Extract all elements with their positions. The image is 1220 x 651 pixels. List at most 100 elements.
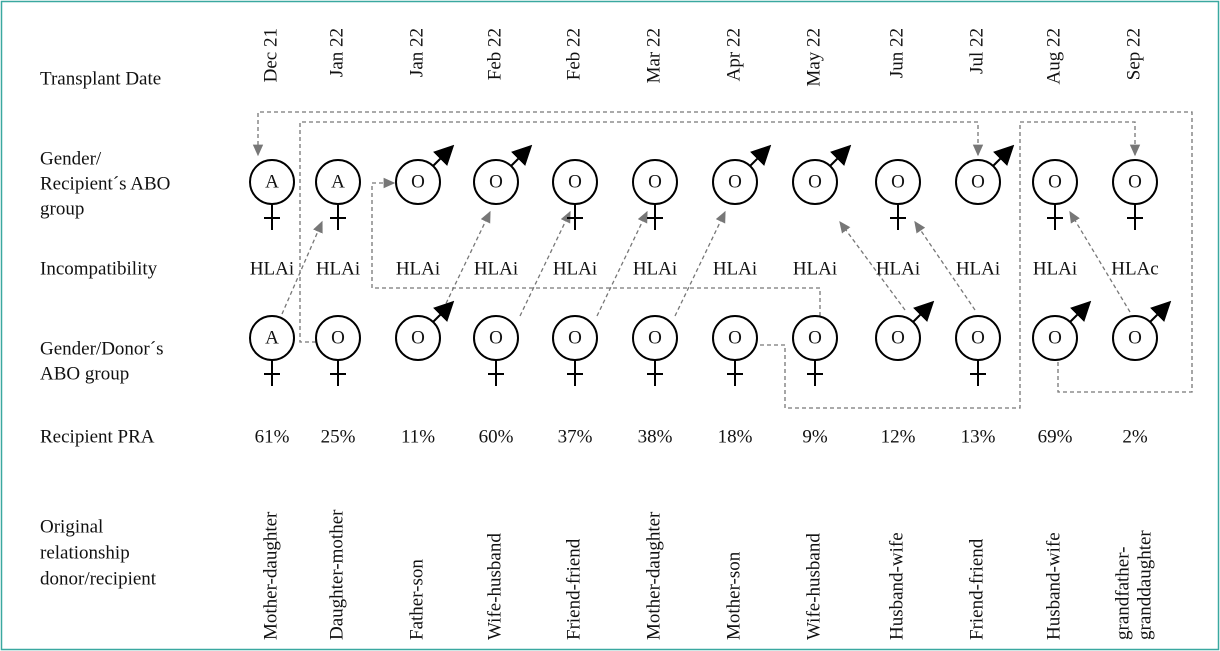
transplant-date: Jan 22 [406, 28, 427, 77]
incompatibility: HLAi [713, 258, 757, 279]
relationship: Friend-friend [966, 538, 987, 640]
relationship: Mother-daughter [643, 511, 664, 640]
abo-group: A [265, 327, 279, 348]
abo-group: O [1128, 327, 1142, 348]
transplant-date: Apr 22 [723, 28, 744, 81]
abo-group: O [971, 327, 985, 348]
incompatibility: HLAi [1033, 258, 1077, 279]
person-circle [473, 159, 519, 205]
transplant-date: Aug 22 [1043, 28, 1064, 84]
male-symbol [912, 300, 935, 323]
relationship: Daughter-mother [326, 509, 347, 640]
recipient-pra: 38% [638, 426, 673, 447]
recipient-pra: 60% [479, 426, 514, 447]
row-label: Recipient´s ABO [40, 173, 170, 194]
relationship: Mother-son [723, 551, 744, 640]
abo-group: O [1128, 171, 1142, 192]
recipient-pra: 12% [881, 426, 916, 447]
transplant-date: Mar 22 [643, 28, 664, 83]
row-label: Transplant Date [40, 68, 161, 89]
male-symbol [1149, 300, 1172, 323]
abo-group: O [808, 327, 822, 348]
row-label: group [40, 198, 84, 219]
incompatibility: HLAi [250, 258, 294, 279]
transplant-date: Jan 22 [326, 28, 347, 77]
abo-group: A [331, 171, 345, 192]
incompatibility: HLAi [956, 258, 1000, 279]
transplant-date: Dec 21 [260, 28, 281, 82]
exchange-arrows [252, 111, 1193, 409]
recipient-pra: 11% [401, 426, 435, 447]
incompatibility: HLAi [793, 258, 837, 279]
relationship: granddaughter [1134, 530, 1155, 640]
male-symbol [432, 300, 455, 323]
recipient-pra: 69% [1038, 426, 1073, 447]
person-circle [875, 315, 921, 361]
abo-group: O [1048, 171, 1062, 192]
relationship: grandfather- [1112, 546, 1133, 640]
row-label: donor/recipient [40, 568, 157, 589]
abo-group: O [891, 327, 905, 348]
relationship: Friend-friend [563, 538, 584, 640]
recipient-pra: 25% [321, 426, 356, 447]
abo-group: O [568, 171, 582, 192]
row-label: Incompatibility [40, 258, 158, 279]
male-symbol [510, 144, 533, 167]
row-label: ABO group [40, 363, 129, 384]
abo-group: O [808, 171, 822, 192]
row-label: Original [40, 516, 103, 537]
transplant-date: Sep 22 [1123, 28, 1144, 80]
abo-group: A [265, 171, 279, 192]
person-circle [1032, 315, 1078, 361]
person-circle [712, 159, 758, 205]
abo-group: O [728, 171, 742, 192]
male-symbol [432, 144, 455, 167]
abo-group: O [489, 171, 503, 192]
relationship: Wife-husband [803, 533, 824, 640]
abo-group: O [489, 327, 503, 348]
abo-group: O [331, 327, 345, 348]
person-circle [1112, 315, 1158, 361]
abo-group: O [891, 171, 905, 192]
male-symbol [1069, 300, 1092, 323]
row-label: relationship [40, 542, 130, 563]
incompatibility: HLAi [876, 258, 920, 279]
incompatibility: HLAi [396, 258, 440, 279]
recipient-pra: 13% [961, 426, 996, 447]
person-circle [395, 315, 441, 361]
row-label: Gender/Donor´s [40, 338, 163, 359]
abo-group: O [411, 327, 425, 348]
recipient-pra: 9% [802, 426, 828, 447]
incompatibility: HLAi [633, 258, 677, 279]
recipient-pra: 2% [1122, 426, 1148, 447]
incompatibility: HLAi [553, 258, 597, 279]
recipient-pra: 18% [718, 426, 753, 447]
recipient-pra: 37% [558, 426, 593, 447]
incompatibility: HLAi [474, 258, 518, 279]
relationship: Wife-husband [484, 533, 505, 640]
row-label: Recipient PRA [40, 426, 155, 447]
row-label: Gender/ [40, 148, 102, 169]
abo-group: O [648, 171, 662, 192]
abo-group: O [1048, 327, 1062, 348]
abo-group: O [971, 171, 985, 192]
person-circle [792, 159, 838, 205]
incompatibility: HLAc [1111, 258, 1158, 279]
abo-group: O [411, 171, 425, 192]
abo-group: O [728, 327, 742, 348]
transplant-date: Jul 22 [966, 28, 987, 74]
transplant-date: Jun 22 [886, 28, 907, 78]
relationship: Mother-daughter [260, 511, 281, 640]
male-symbol [749, 144, 772, 167]
relationship: Husband-wife [1043, 532, 1064, 640]
person-circle [955, 159, 1001, 205]
transplant-date: Feb 22 [563, 28, 584, 80]
incompatibility: HLAi [316, 258, 360, 279]
male-symbol [992, 144, 1015, 167]
abo-group: O [648, 327, 662, 348]
transplant-date: Feb 22 [484, 28, 505, 80]
abo-group: O [568, 327, 582, 348]
person-circle [395, 159, 441, 205]
